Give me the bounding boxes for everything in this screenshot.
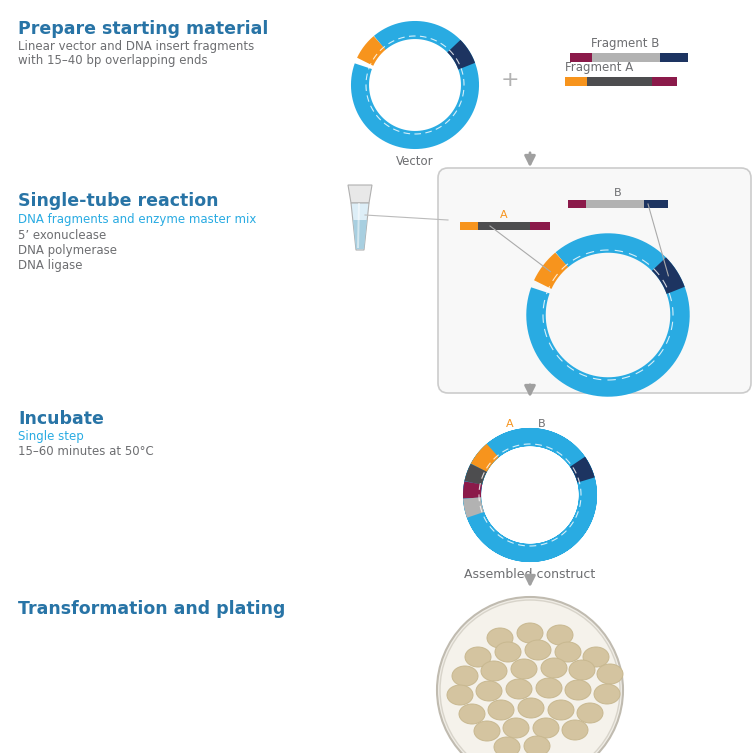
Bar (460, 222, 478, 230)
Ellipse shape (548, 700, 574, 720)
Ellipse shape (569, 660, 595, 680)
Text: DNA ligase: DNA ligase (18, 259, 82, 272)
Bar (586, 200, 644, 208)
Ellipse shape (547, 625, 573, 645)
Bar (587, 77, 652, 86)
Ellipse shape (533, 718, 559, 738)
Bar (570, 53, 592, 62)
Text: Assembled construct: Assembled construct (464, 568, 596, 581)
Text: 5’ exonuclease: 5’ exonuclease (18, 229, 107, 242)
Ellipse shape (511, 659, 537, 679)
Circle shape (437, 597, 623, 753)
Text: Fragment B: Fragment B (590, 37, 659, 50)
Text: Transformation and plating: Transformation and plating (18, 600, 285, 618)
Ellipse shape (577, 703, 603, 723)
Ellipse shape (495, 642, 521, 662)
Text: DNA polymerase: DNA polymerase (18, 244, 117, 257)
Ellipse shape (536, 678, 562, 698)
Ellipse shape (517, 623, 543, 643)
Ellipse shape (583, 647, 609, 667)
Ellipse shape (525, 640, 551, 660)
Text: B: B (538, 419, 546, 429)
Ellipse shape (452, 666, 478, 686)
Text: Vector: Vector (396, 155, 434, 168)
Ellipse shape (459, 704, 485, 724)
Ellipse shape (465, 647, 491, 667)
Text: with 15–40 bp overlapping ends: with 15–40 bp overlapping ends (18, 54, 208, 67)
Bar (660, 53, 688, 62)
Text: Linear vector and DNA insert fragments: Linear vector and DNA insert fragments (18, 40, 254, 53)
Ellipse shape (447, 685, 473, 705)
Ellipse shape (506, 679, 532, 699)
Ellipse shape (488, 700, 514, 720)
Text: Fragment A: Fragment A (565, 61, 634, 74)
FancyBboxPatch shape (438, 168, 751, 393)
Ellipse shape (541, 658, 567, 678)
Text: A: A (507, 419, 514, 429)
Ellipse shape (524, 736, 550, 753)
Circle shape (440, 600, 620, 753)
Polygon shape (348, 185, 372, 203)
Ellipse shape (481, 661, 507, 681)
Ellipse shape (565, 680, 591, 700)
Ellipse shape (503, 718, 529, 738)
Text: Single-tube reaction: Single-tube reaction (18, 192, 218, 210)
Ellipse shape (474, 721, 500, 741)
Bar (478, 222, 530, 230)
Ellipse shape (494, 737, 520, 753)
Bar (644, 200, 668, 208)
Text: Prepare starting material: Prepare starting material (18, 20, 268, 38)
Bar (530, 222, 550, 230)
Ellipse shape (594, 684, 620, 704)
Text: A: A (500, 210, 508, 220)
Text: Incubate: Incubate (18, 410, 104, 428)
Ellipse shape (562, 720, 588, 740)
Polygon shape (351, 203, 369, 250)
Bar (568, 200, 586, 208)
Ellipse shape (518, 698, 544, 718)
Ellipse shape (487, 628, 513, 648)
Ellipse shape (597, 664, 623, 684)
Text: DNA fragments and enzyme master mix: DNA fragments and enzyme master mix (18, 213, 256, 226)
Polygon shape (353, 220, 367, 249)
Polygon shape (357, 203, 360, 248)
Ellipse shape (555, 642, 581, 662)
Ellipse shape (476, 681, 502, 701)
Bar (652, 77, 677, 86)
Text: +: + (500, 70, 519, 90)
Text: Single step: Single step (18, 430, 84, 443)
Text: B: B (614, 188, 622, 198)
Text: 15–60 minutes at 50°C: 15–60 minutes at 50°C (18, 445, 153, 458)
Bar (592, 53, 660, 62)
Bar (565, 77, 587, 86)
